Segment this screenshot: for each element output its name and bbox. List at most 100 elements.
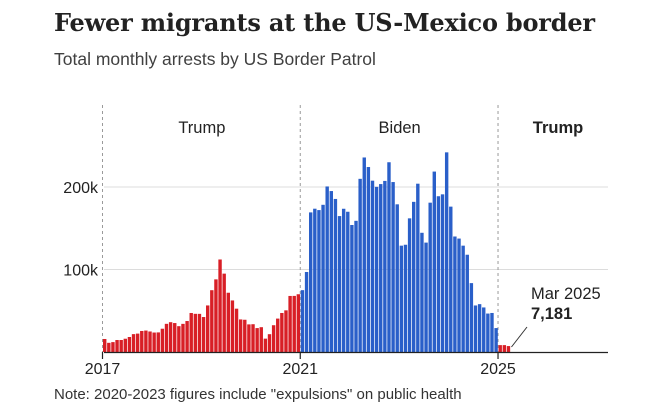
bar-84: [449, 206, 453, 352]
bar-85: [453, 236, 457, 352]
bar-55: [329, 191, 333, 352]
bar-10: [144, 330, 148, 352]
bar-95: [494, 328, 498, 352]
bar-81: [436, 196, 441, 352]
bar-56: [333, 198, 338, 352]
period-label-1: Biden: [379, 119, 421, 137]
bar-60: [350, 224, 354, 352]
bar-42: [276, 318, 280, 352]
bar-62: [358, 178, 362, 352]
annotation-value: 7,181: [531, 305, 572, 323]
bar-22: [193, 313, 198, 352]
bar-59: [346, 211, 350, 352]
chart-note: Note: 2020-2023 figures include "expulsi…: [54, 386, 462, 403]
bar-91: [477, 304, 482, 352]
bar-16: [168, 322, 173, 352]
bar-46: [292, 295, 296, 352]
bar-79: [428, 202, 432, 352]
period-label-2: Trump: [533, 119, 583, 137]
bar-96: [498, 345, 502, 352]
period-label-0: Trump: [178, 119, 225, 137]
bar-49: [304, 271, 309, 352]
bar-72: [399, 245, 404, 352]
bar-21: [189, 312, 193, 352]
annotation-leader-line: [511, 326, 528, 348]
bar-65: [370, 180, 375, 352]
bar-2: [111, 342, 115, 352]
bar-26: [210, 290, 214, 352]
bar-37: [255, 328, 259, 352]
annotation-label: Mar 2025: [531, 285, 601, 303]
bar-24: [201, 317, 206, 352]
bar-43: [280, 312, 284, 352]
bar-6: [127, 336, 132, 352]
bar-75: [412, 201, 416, 352]
bar-82: [440, 194, 445, 352]
bar-3: [115, 340, 119, 352]
bar-61: [354, 220, 358, 352]
bar-17: [173, 323, 177, 352]
bar-33: [238, 319, 243, 352]
bar-9: [140, 330, 144, 352]
bar-chart: 100k 200k Trump Biden Trump 2017 2021 2025 Mar 2…: [63, 105, 608, 378]
bar-4: [119, 340, 123, 352]
bar-83: [444, 152, 449, 352]
bar-53: [321, 204, 325, 352]
bar-36: [251, 324, 255, 352]
bar-11: [148, 331, 152, 352]
bar-98: [506, 346, 511, 352]
bar-73: [403, 244, 408, 352]
bar-80: [432, 171, 436, 352]
bar-54: [325, 186, 329, 352]
bar-14: [160, 328, 165, 352]
bar-94: [490, 312, 494, 352]
bar-71: [395, 204, 399, 352]
bar-7: [131, 334, 136, 352]
y-tick-label-1: 200k: [63, 180, 99, 197]
x-tick-label-2: 2025: [480, 361, 516, 378]
bar-78: [424, 242, 428, 352]
bar-89: [469, 283, 474, 352]
chart-subtitle: Total monthly arrests by US Border Patro…: [54, 49, 376, 69]
bar-8: [135, 333, 140, 352]
bar-29: [222, 273, 226, 352]
x-tick-label-0: 2017: [85, 361, 121, 378]
bar-57: [337, 216, 342, 352]
bar-88: [465, 254, 469, 352]
bar-39: [263, 338, 268, 352]
bar-0: [103, 338, 107, 352]
bar-86: [457, 238, 461, 352]
bar-20: [185, 321, 189, 352]
bar-15: [164, 323, 169, 352]
bar-58: [341, 208, 346, 352]
bar-19: [181, 323, 185, 352]
bar-23: [197, 313, 202, 352]
bar-1: [107, 342, 111, 352]
bar-34: [243, 319, 247, 352]
bar-30: [226, 292, 230, 352]
bar-69: [387, 162, 391, 352]
bar-35: [247, 324, 251, 352]
bar-51: [313, 208, 317, 352]
bar-63: [362, 157, 366, 352]
bar-32: [234, 308, 239, 352]
bar-27: [214, 279, 218, 352]
x-tick-label-1: 2021: [282, 361, 318, 378]
bar-31: [230, 300, 235, 352]
bar-41: [271, 325, 276, 352]
bar-48: [300, 290, 305, 352]
bar-70: [391, 182, 395, 352]
bar-90: [473, 305, 478, 352]
bar-92: [482, 307, 486, 352]
bar-64: [366, 167, 371, 352]
bar-97: [502, 345, 507, 352]
bar-66: [374, 186, 379, 352]
bar-76: [416, 183, 420, 352]
bar-52: [317, 210, 321, 352]
bar-45: [288, 295, 292, 352]
bar-25: [206, 305, 210, 352]
bar-47: [296, 294, 301, 352]
bar-74: [407, 218, 412, 352]
bar-18: [177, 326, 181, 352]
y-tick-label-0: 100k: [63, 263, 99, 280]
